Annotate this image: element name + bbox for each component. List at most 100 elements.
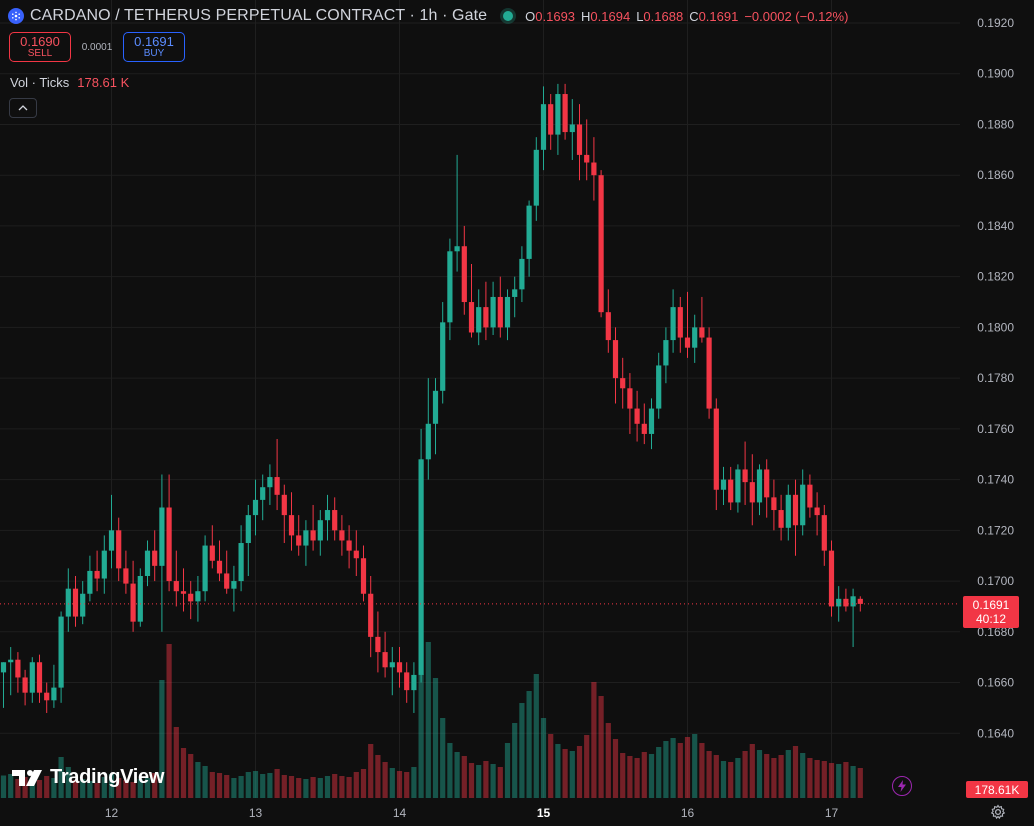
candle-body	[159, 507, 165, 566]
candle-body	[540, 104, 547, 150]
volume-bar	[656, 747, 662, 798]
candle-body	[173, 581, 179, 592]
volume-bar	[159, 680, 165, 798]
tradingview-logo-icon	[12, 769, 42, 786]
candle-body	[807, 484, 813, 508]
volume-bar	[713, 755, 719, 798]
volume-bar	[440, 718, 446, 798]
buy-label: BUY	[143, 47, 165, 59]
volume-bar	[555, 744, 561, 798]
candle-body	[432, 390, 439, 424]
candle-body	[641, 423, 647, 434]
candle-body	[526, 205, 532, 259]
time-tick-label: 17	[825, 806, 839, 820]
high-label: H	[581, 8, 591, 24]
price-tick-label: 0.1720	[977, 523, 1014, 537]
price-tick-label: 0.1820	[977, 270, 1014, 284]
close-label: C	[689, 8, 699, 24]
candle-body	[281, 494, 287, 516]
volume-bar	[22, 777, 28, 798]
volume-bar	[497, 767, 503, 798]
grid-lines	[0, 0, 960, 798]
candle-body	[296, 535, 302, 546]
volume-legend-value: 178.61 K	[77, 75, 130, 90]
buy-price: 0.1691	[134, 33, 174, 49]
volume-bar	[144, 778, 151, 798]
candle-body	[756, 469, 763, 503]
volume-bar	[728, 762, 734, 798]
candle-body	[267, 477, 273, 488]
candle-body	[569, 124, 575, 133]
candle-body	[836, 598, 842, 607]
candle-body	[778, 510, 784, 528]
tradingview-logo[interactable]: TradingView	[12, 766, 164, 789]
buy-button[interactable]: 0.1691 BUY	[123, 32, 185, 62]
candle-body	[497, 296, 503, 328]
volume-bar	[94, 783, 100, 798]
chevron-up-icon	[18, 105, 28, 111]
candle-body	[512, 289, 518, 297]
volume-bar	[756, 750, 763, 798]
candle-body	[576, 124, 583, 155]
volume-bar	[670, 738, 676, 798]
volume-bar	[238, 776, 244, 798]
candle-body	[216, 560, 223, 574]
volume-bar	[742, 751, 748, 798]
candle-body	[720, 479, 727, 490]
candle-body	[87, 570, 93, 594]
volume-bar	[382, 762, 388, 798]
candle-body	[519, 258, 525, 290]
volume-bar	[274, 769, 280, 798]
time-axis[interactable]: 12 13 14 15 16 17	[105, 806, 839, 820]
volume-bar	[821, 761, 827, 798]
candle-body	[533, 149, 539, 206]
volume-bar	[317, 778, 323, 798]
price-axis[interactable]: 0.1920 0.1900 0.1880 0.1860 0.1840 0.1820 0.18…	[977, 16, 1014, 740]
volume-bar	[792, 746, 799, 798]
candle-body	[814, 507, 820, 516]
settings-gear-icon[interactable]	[989, 803, 1007, 821]
candle-body	[245, 515, 251, 544]
candle-body	[353, 550, 359, 559]
ohlc-values: O0.1693 H0.1694 L0.1688 C0.1691 −0.0002 …	[525, 9, 848, 24]
candle-body	[800, 484, 806, 526]
candle-body	[591, 162, 597, 176]
candles	[0, 83, 863, 713]
collapse-legend-button[interactable]	[9, 98, 37, 118]
volume-bar	[173, 727, 179, 798]
time-tick-label: 13	[249, 806, 263, 820]
volume-bar	[857, 768, 863, 798]
cardano-icon[interactable]	[8, 8, 24, 24]
bar-countdown: 40:12	[975, 612, 1007, 626]
close-value: 0.1691	[698, 8, 739, 24]
candle-body	[51, 687, 57, 701]
volume-legend[interactable]: Vol · Ticks 178.61 K	[10, 75, 129, 90]
volume-bar	[288, 776, 295, 798]
candle-body	[555, 94, 561, 135]
candle-body	[663, 340, 669, 366]
symbol-title[interactable]: CARDANO / TETHERUS PERPETUAL CONTRACT · …	[30, 7, 488, 24]
candle-body	[8, 659, 14, 663]
sell-button[interactable]: 0.1690 SELL	[9, 32, 71, 62]
volume-bar	[807, 758, 813, 798]
current-price-label: 0.1691	[972, 597, 1010, 612]
candle-body	[116, 530, 122, 569]
lightning-icon[interactable]	[892, 776, 912, 796]
volume-bar	[116, 778, 122, 798]
volume-bar	[569, 751, 575, 798]
candle-body	[58, 616, 64, 688]
candle-body	[252, 499, 259, 516]
volume-bar	[576, 746, 583, 798]
volume-bar	[267, 773, 273, 798]
volume-bar	[778, 755, 784, 798]
volume-bar	[80, 779, 86, 798]
candle-body	[620, 378, 626, 389]
candle-body	[29, 662, 35, 693]
candle-body	[368, 593, 374, 637]
price-tick-label: 0.1880	[977, 117, 1014, 131]
volume-bar	[188, 754, 194, 798]
candle-body	[792, 494, 799, 526]
price-tick-label: 0.1920	[977, 16, 1014, 30]
candle-body	[130, 583, 136, 622]
